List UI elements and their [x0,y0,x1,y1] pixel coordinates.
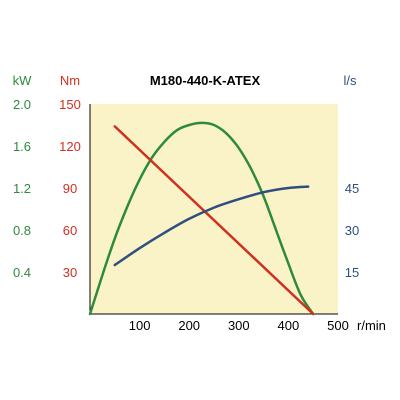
x-axis-unit: r/min [357,318,386,333]
ls-tick-label-1: 30 [345,223,359,238]
ls-tick-label-2: 45 [345,181,359,196]
plot-area [90,104,338,314]
chart-title: M180-440-K-ATEX [150,73,261,88]
x-tick-label-2: 300 [228,318,250,333]
nm-tick-label-3: 120 [59,139,81,154]
nm-axis-unit: Nm [60,73,80,88]
flow-curve [113,185,310,267]
kw-tick-label-2: 1.2 [13,181,31,196]
kw-tick-label-4: 2.0 [13,97,31,112]
kw-tick-label-0: 0.4 [13,265,31,280]
nm-tick-label-4: 150 [59,97,81,112]
x-tick-label-0: 100 [129,318,151,333]
nm-tick-label-1: 60 [63,223,77,238]
x-tick-label-4: 500 [327,318,349,333]
x-tick-label-1: 200 [178,318,200,333]
ls-tick-label-0: 15 [345,265,359,280]
ls-axis-unit: l/s [344,73,358,88]
torque-line [113,125,315,316]
kw-tick-label-1: 0.8 [13,223,31,238]
kw-axis-unit: kW [13,73,33,88]
nm-tick-label-2: 90 [63,181,77,196]
kw-tick-label-3: 1.6 [13,139,31,154]
nm-tick-label-0: 30 [63,265,77,280]
power-curve [88,121,315,316]
x-tick-label-3: 400 [278,318,300,333]
